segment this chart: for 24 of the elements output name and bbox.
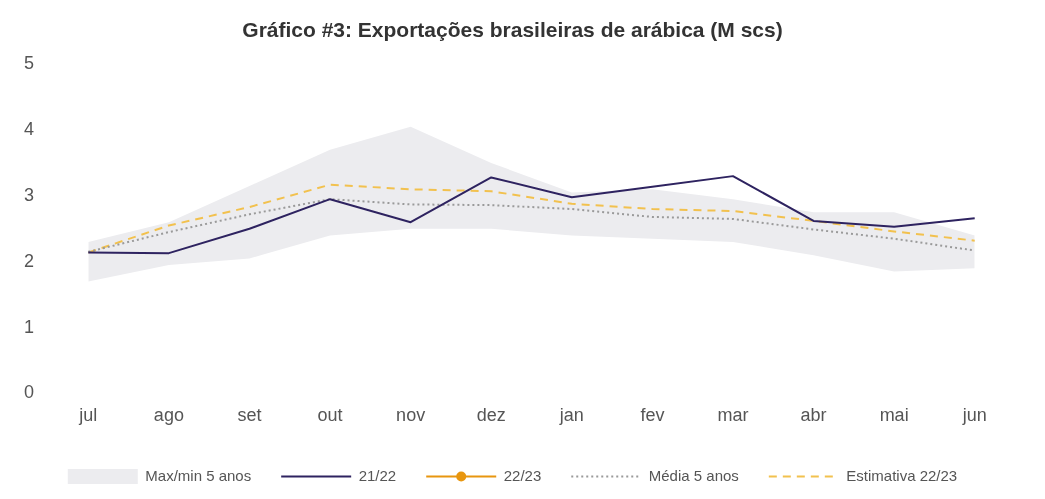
- x-tick-label: jul: [78, 405, 98, 426]
- y-tick-label: 5: [24, 53, 35, 74]
- legend-label: Max/min 5 anos: [145, 466, 252, 484]
- x-tick-label: set: [237, 405, 262, 426]
- legend-label: Média 5 anos: [648, 466, 739, 484]
- y-tick-label: 4: [24, 119, 35, 140]
- x-tick-label: out: [317, 405, 343, 426]
- x-tick-label: jun: [961, 405, 987, 426]
- x-tick-label: dez: [476, 405, 506, 426]
- x-tick-label: mar: [717, 405, 749, 426]
- legend-label: Estimativa 22/23: [846, 466, 958, 484]
- x-tick-label: nov: [396, 405, 426, 426]
- x-tick-label: fev: [640, 405, 665, 426]
- y-tick-label: 0: [24, 382, 35, 403]
- chart-title: Gráfico #3: Exportações brasileiras de arábica (M scs): [242, 18, 783, 42]
- y-tick-label: 2: [24, 250, 35, 271]
- x-tick-label: mai: [879, 405, 909, 426]
- x-tick-label: ago: [153, 405, 184, 426]
- y-tick-label: 1: [24, 316, 35, 337]
- x-tick-label: abr: [800, 405, 827, 426]
- y-tick-label: 3: [24, 184, 35, 205]
- legend-label: 22/23: [503, 466, 542, 484]
- legend-label: 21/22: [358, 466, 397, 484]
- x-tick-label: jan: [558, 405, 584, 426]
